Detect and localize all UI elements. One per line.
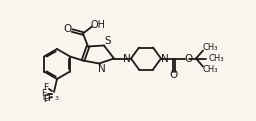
Text: F: F: [41, 90, 47, 98]
Text: N: N: [161, 53, 169, 64]
Text: CH₃: CH₃: [202, 65, 218, 74]
Text: CH₃: CH₃: [208, 54, 224, 63]
Text: O: O: [185, 53, 193, 64]
Text: OH: OH: [90, 20, 105, 30]
Text: F: F: [44, 83, 49, 92]
Text: N: N: [123, 53, 131, 64]
Text: CF: CF: [43, 94, 54, 103]
Text: O: O: [170, 71, 178, 80]
Text: O: O: [64, 24, 72, 34]
Text: 3: 3: [55, 97, 59, 102]
Text: S: S: [105, 37, 111, 46]
Text: F: F: [44, 95, 49, 105]
Text: N: N: [98, 64, 106, 73]
Text: CH₃: CH₃: [202, 43, 218, 52]
